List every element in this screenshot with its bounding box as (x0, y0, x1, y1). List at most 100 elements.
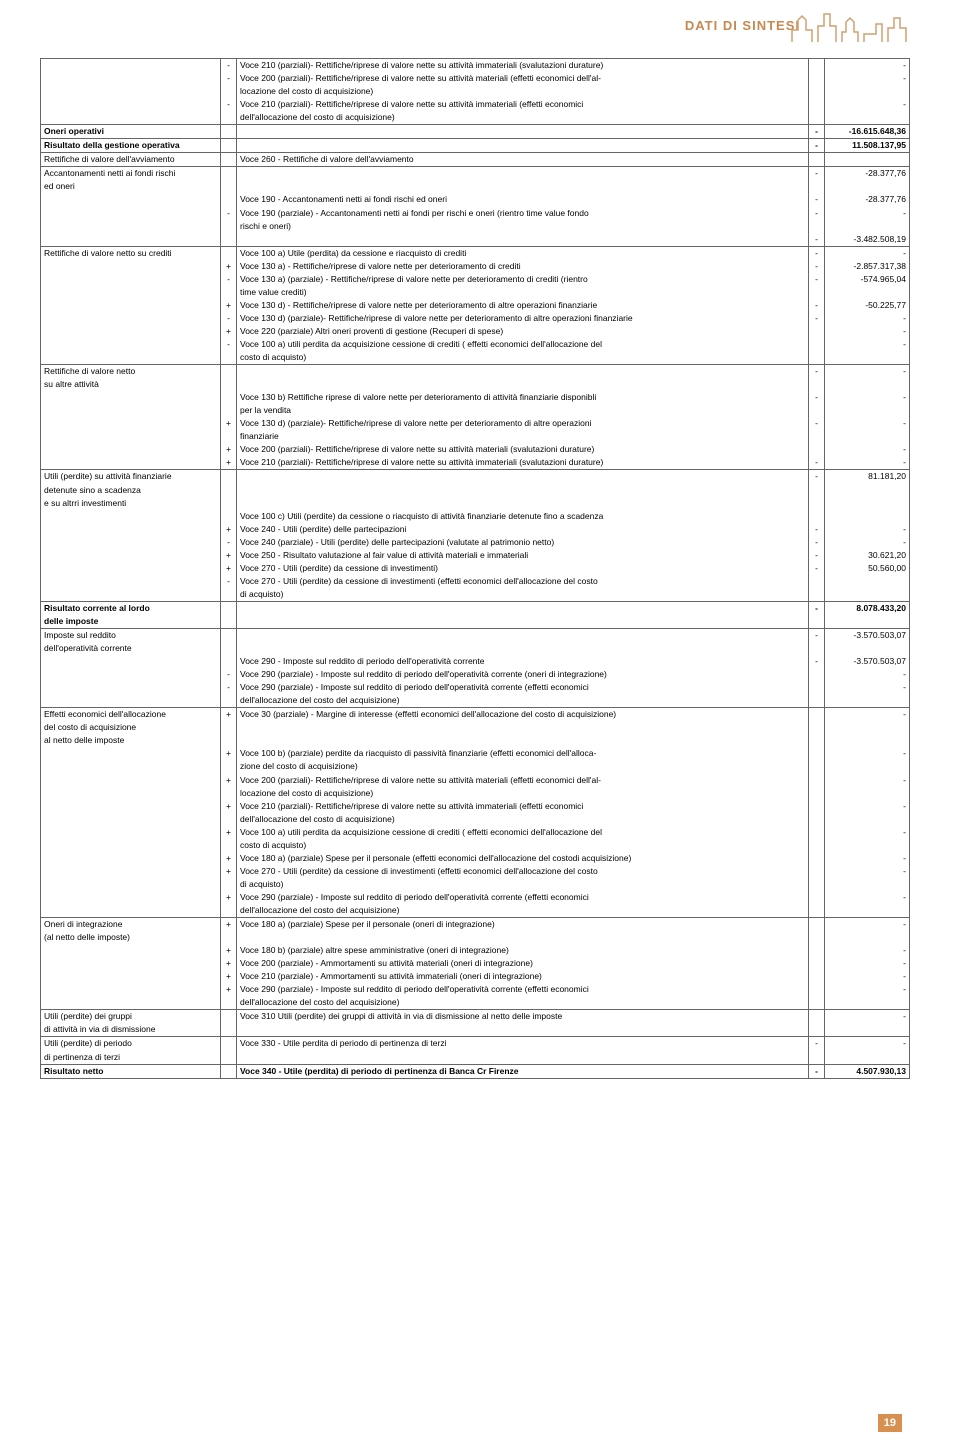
row-value: 50.560,00 (825, 562, 910, 575)
row-description (237, 378, 809, 391)
table-row: -Voce 130 d) (parziale)- Rettifiche/ripr… (41, 312, 910, 325)
row-label (41, 404, 221, 417)
row-sign2 (809, 588, 825, 602)
row-sign: + (221, 865, 237, 878)
row-value: - (825, 338, 910, 351)
row-value (825, 734, 910, 747)
row-sign (221, 497, 237, 510)
table-row: locazione del costo di acquisizione) (41, 85, 910, 98)
row-value (825, 615, 910, 629)
row-description: Voce 210 (parziali)- Rettifiche/riprese … (237, 98, 809, 111)
row-sign (221, 167, 237, 181)
row-description: Voce 290 (parziale) - Imposte sul reddit… (237, 891, 809, 904)
row-label (41, 299, 221, 312)
table-row: -Voce 290 (parziale) - Imposte sul reddi… (41, 668, 910, 681)
row-value (825, 839, 910, 852)
row-sign2 (809, 865, 825, 878)
row-label (41, 312, 221, 325)
row-value (825, 694, 910, 708)
row-description: finanziarie (237, 430, 809, 443)
row-value (825, 588, 910, 602)
row-label (41, 111, 221, 125)
row-description: Voce 270 - Utili (perdite) da cessione d… (237, 562, 809, 575)
row-description: Voce 210 (parziali)- Rettifiche/riprese … (237, 59, 809, 73)
row-sign (221, 193, 237, 206)
row-description: costo di acquisto) (237, 839, 809, 852)
table-row: -Voce 100 a) utili perdita da acquisizio… (41, 338, 910, 351)
table-row: dell'allocazione del costo del acquisizi… (41, 996, 910, 1010)
row-sign: + (221, 747, 237, 760)
table-row: Utili (perdite) su attività finanziarie -… (41, 470, 910, 484)
page-header: DATI DI SINTESI (0, 0, 960, 50)
row-value: - (825, 325, 910, 338)
row-value: - (825, 708, 910, 722)
row-value: - (825, 72, 910, 85)
row-value: - (825, 826, 910, 839)
table-row: +Voce 130 d) - Rettifiche/riprese di val… (41, 299, 910, 312)
table-row: -Voce 200 (parziali)- Rettifiche/riprese… (41, 72, 910, 85)
row-sign2 (809, 878, 825, 891)
row-sign2 (809, 694, 825, 708)
table-row: Rettifiche di valore dell'avviamentoVoce… (41, 153, 910, 167)
row-label (41, 193, 221, 206)
row-value: -574.965,04 (825, 273, 910, 286)
row-sign2 (809, 852, 825, 865)
table-row: Rettifiche di valore netto su creditiVoc… (41, 246, 910, 260)
row-description: Voce 130 d) (parziale)- Rettifiche/ripre… (237, 417, 809, 430)
row-sign2 (809, 72, 825, 85)
row-description (237, 484, 809, 497)
table-row: Risultato corrente al lordo-8.078.433,20 (41, 601, 910, 615)
row-sign (221, 734, 237, 747)
row-sign2: - (809, 549, 825, 562)
row-sign: + (221, 957, 237, 970)
row-sign (221, 588, 237, 602)
row-sign: + (221, 891, 237, 904)
row-value (825, 153, 910, 167)
row-description: Voce 130 d) (parziale)- Rettifiche/ripre… (237, 312, 809, 325)
row-description: time value crediti) (237, 286, 809, 299)
row-sign: + (221, 944, 237, 957)
row-label (41, 523, 221, 536)
row-value (825, 220, 910, 233)
row-description (237, 734, 809, 747)
row-description: Voce 310 Utili (perdite) dei gruppi di a… (237, 1010, 809, 1024)
row-value (825, 642, 910, 655)
table-row: costo di acquisto) (41, 351, 910, 365)
row-description: Voce 180 b) (parziale) altre spese ammin… (237, 944, 809, 957)
table-row: dell'operatività corrente (41, 642, 910, 655)
row-value: - (825, 800, 910, 813)
row-sign (221, 125, 237, 139)
table-row: di acquisto) (41, 588, 910, 602)
row-label: e su altrri investimenti (41, 497, 221, 510)
row-label (41, 391, 221, 404)
row-label: del costo di acquisizione (41, 721, 221, 734)
row-description: Voce 270 - Utili (perdite) da cessione d… (237, 575, 809, 588)
table-row: +Voce 270 - Utili (perdite) da cessione … (41, 562, 910, 575)
row-value: - (825, 443, 910, 456)
row-description: Voce 290 (parziale) - Imposte sul reddit… (237, 668, 809, 681)
row-sign2: - (809, 562, 825, 575)
row-value: - (825, 1010, 910, 1024)
row-label (41, 852, 221, 865)
row-description (237, 497, 809, 510)
row-label (41, 59, 221, 73)
row-label (41, 575, 221, 588)
row-description (237, 233, 809, 247)
row-label (41, 273, 221, 286)
row-sign2 (809, 484, 825, 497)
row-sign2 (809, 760, 825, 773)
table-row: +Voce 270 - Utili (perdite) da cessione … (41, 865, 910, 878)
row-sign (221, 153, 237, 167)
table-container: - Voce 210 (parziali)- Rettifiche/riprese… (0, 50, 960, 1079)
row-sign (221, 470, 237, 484)
table-row: Oneri operativi--16.615.648,36 (41, 125, 910, 139)
row-description: locazione del costo di acquisizione) (237, 787, 809, 800)
table-row: +Voce 100 b) (parziale) perdite da riacq… (41, 747, 910, 760)
table-row: Voce 290 - Imposte sul reddito di period… (41, 655, 910, 668)
row-description (237, 470, 809, 484)
row-sign2: - (809, 456, 825, 470)
row-sign2 (809, 220, 825, 233)
row-sign2: - (809, 470, 825, 484)
row-label: Risultato corrente al lordo (41, 601, 221, 615)
row-label: Utili (perdite) su attività finanziarie (41, 470, 221, 484)
